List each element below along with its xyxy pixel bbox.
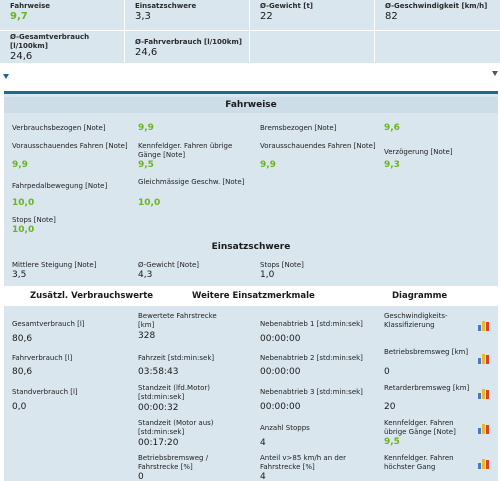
fahrpedal-label: Fahrpedalbewegung [Note] — [12, 182, 108, 190]
betriebsbrems-anteil-value: 0 — [138, 472, 144, 481]
summary-einsatzschwere: Einsatzschwere 3,3 — [125, 0, 250, 31]
stops-label: Stops [Note] — [12, 216, 56, 224]
bremsbezogen-label: Bremsbezogen [Note] — [260, 124, 337, 132]
summary-empty-2 — [375, 31, 500, 64]
anteil85-label: Anteil v>85 km/h an der Fahrstrecke [%] — [260, 454, 347, 471]
gesamt-label: Gesamtverbrauch [l] — [12, 320, 85, 328]
betriebsbremsweg-chart-icon[interactable] — [478, 354, 490, 364]
vorausschauend2-value: 9,9 — [260, 160, 276, 170]
betriebsbremsweg-label[interactable]: Betriebsbremsweg [km] — [384, 348, 469, 356]
einsatz-gewicht-value: 4,3 — [138, 270, 153, 280]
summary-gesamtverbrauch-label: Ø-Gesamtverbrauch [l/100km] — [10, 33, 90, 50]
bremsbezogen-value: 9,6 — [384, 123, 400, 133]
summary-gewicht-label: Ø-Gewicht [t] — [260, 2, 314, 10]
einsatz-stops-label: Stops [Note] — [260, 261, 304, 269]
summary-gesamtverbrauch: Ø-Gesamtverbrauch [l/100km] 24,6 — [0, 31, 125, 64]
summary-geschwindigkeit-value: 82 — [385, 11, 398, 22]
kennfeld-uebrig-chart-icon[interactable] — [478, 424, 490, 434]
fahrweise-title: Fahrweise — [4, 97, 498, 113]
fahrzeit-value: 03:58:43 — [138, 367, 179, 377]
summary-fahrverbrauch: Ø-Fahrverbrauch [l/100km] 24,6 — [125, 31, 250, 64]
steigung-value: 3,5 — [12, 270, 27, 280]
stops-value: 10,0 — [12, 225, 35, 235]
strecke-value: 328 — [138, 331, 156, 341]
fahr-value: 80,6 — [12, 367, 33, 377]
strecke-label: Bewertete Fahrstrecke [km] — [138, 312, 217, 329]
einsatz-header: Weitere Einsatzmerkmale — [192, 291, 315, 301]
fahrzeit-label: Fahrzeit [std:min:sek] — [138, 354, 215, 362]
verbrauch-header: Zusätzl. Verbrauchswerte — [30, 291, 154, 301]
summary-fahrweise: Fahrweise 9,7 — [0, 0, 125, 31]
neben2-label: Nebenabtrieb 2 [std:min:sek] — [260, 354, 363, 362]
einsatzschwere-title: Einsatzschwere — [211, 242, 291, 252]
stand-value: 0,0 — [12, 402, 27, 412]
verbrauchsbezogen-value: 9,9 — [138, 123, 154, 133]
fahrpedal-value: 10,0 — [12, 198, 35, 208]
gleichmaessig-value: 10,0 — [138, 198, 161, 208]
standzeit-motor-value: 00:00:32 — [138, 403, 179, 413]
vorausschauend1-label: Vorausschauendes Fahren [Note] — [12, 142, 128, 150]
neben1-value: 00:00:00 — [260, 334, 301, 344]
diagramme-header: Diagramme — [392, 291, 448, 301]
neben1-label: Nebenabtrieb 1 [std:min:sek] — [260, 320, 363, 328]
einsatz-gewicht-label: Ø-Gewicht [Note] — [138, 261, 199, 269]
neben3-label: Nebenabtrieb 3 [std:min:sek] — [260, 388, 363, 396]
neben3-value: 00:00:00 — [260, 402, 301, 412]
kennfeld-hoechst-chart-icon[interactable] — [478, 459, 490, 469]
geschw-klass-chart-icon[interactable] — [478, 321, 490, 331]
standzeit-aus-value: 00:17:20 — [138, 438, 179, 448]
betriebsbrems-anteil-label: Betriebsbremsweg / Fahrstrecke [%] — [138, 454, 209, 471]
stopps-label: Anzahl Stopps — [260, 424, 310, 432]
standzeit-motor-label: Standzeit (lfd.Motor) [std:min:sek] — [138, 384, 211, 401]
summary-gewicht-value: 22 — [260, 11, 273, 22]
kennfeld-uebrig-value: 9,5 — [384, 437, 400, 447]
summary-empty-1 — [250, 31, 375, 64]
summary-geschwindigkeit-label: Ø-Geschwindigkeit [km/h] — [385, 2, 488, 10]
standzeit-aus-label: Standzeit (Motor aus) [std:min:sek] — [138, 419, 214, 436]
summary-einsatzschwere-label: Einsatzschwere — [135, 2, 197, 10]
retarder-label[interactable]: Retarderbremsweg [km] — [384, 384, 470, 392]
summary-gewicht: Ø-Gewicht [t] 22 — [250, 0, 375, 31]
dropdown-toggle-icon[interactable] — [492, 71, 498, 76]
summary-panel: Fahrweise 9,7 Einsatzschwere 3,3 Ø-Gewic… — [0, 0, 500, 64]
betriebsbremsweg-value: 0 — [384, 367, 390, 377]
summary-gesamtverbrauch-value: 24,6 — [10, 51, 33, 62]
summary-fahrverbrauch-value: 24,6 — [135, 47, 158, 58]
vorausschauend1-value: 9,9 — [12, 160, 28, 170]
kennfeld-uebrig-label[interactable]: Kennfeldger. Fahren übrige Gänge [Note] — [384, 419, 456, 436]
detail-panel: Fahrweise Verbrauchsbezogen [Note] 9,9 B… — [4, 91, 498, 481]
kennfeld-label: Kennfeldger. Fahren übrige Gänge [Note] — [138, 142, 233, 159]
summary-fahrweise-value: 9,7 — [10, 11, 28, 22]
neben2-value: 00:00:00 — [260, 367, 301, 377]
vorausschauend2-label: Vorausschauendes Fahren [Note] — [260, 142, 376, 150]
steigung-label: Mittlere Steigung [Note] — [12, 261, 97, 269]
summary-fahrverbrauch-label: Ø-Fahrverbrauch [l/100km] — [135, 38, 242, 46]
gleichmaessig-label: Gleichmässige Geschw. [Note] — [138, 178, 245, 186]
verzoegerung-label: Verzögerung [Note] — [384, 148, 453, 156]
summary-fahrweise-label: Fahrweise — [10, 2, 51, 10]
summary-einsatzschwere-value: 3,3 — [135, 11, 151, 22]
verzoegerung-value: 9,3 — [384, 160, 400, 170]
stopps-value: 4 — [260, 438, 266, 448]
anteil85-value: 4 — [260, 472, 266, 481]
einsatz-stops-value: 1,0 — [260, 270, 275, 280]
geschw-klass-label[interactable]: Geschwindigkeits-Klassifizierung — [384, 312, 448, 329]
retarder-value: 20 — [384, 402, 396, 412]
stand-label: Standverbrauch [l] — [12, 388, 78, 396]
kennfeld-value: 9,5 — [138, 160, 154, 170]
fahr-label: Fahrverbrauch [l] — [12, 354, 73, 362]
verbrauchsbezogen-label: Verbrauchsbezogen [Note] — [12, 124, 106, 132]
subheader-band — [4, 286, 498, 306]
summary-geschwindigkeit: Ø-Geschwindigkeit [km/h] 82 — [375, 0, 500, 31]
kennfeld-hoechst-label[interactable]: Kennfeldger. Fahren höchster Gang — [384, 454, 454, 471]
collapse-toggle-icon[interactable] — [3, 74, 9, 79]
gesamt-value: 80,6 — [12, 334, 33, 344]
retarder-chart-icon[interactable] — [478, 389, 490, 399]
